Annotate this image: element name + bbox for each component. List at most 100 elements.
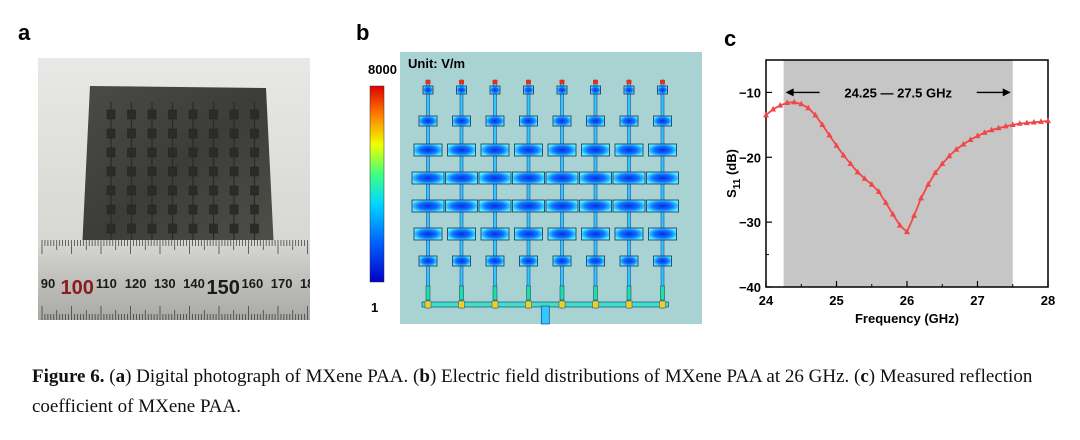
antenna-patch (229, 185, 239, 196)
antenna-patch (250, 204, 259, 215)
field-patch (653, 115, 672, 127)
feed-line (660, 285, 665, 301)
s11-point (974, 132, 981, 139)
antenna-patch (106, 166, 116, 177)
s11-point (995, 124, 1002, 131)
field-patch (512, 199, 545, 213)
antenna-patch (250, 147, 259, 158)
feed-line (559, 285, 565, 301)
hotspot (491, 300, 499, 309)
y-axis-label: S11 (dB) (724, 149, 743, 198)
hotspot (660, 80, 665, 84)
field-patch (418, 115, 438, 127)
s11-point (777, 102, 784, 108)
feed-line (627, 79, 631, 309)
simulation-domain (400, 52, 702, 324)
field-patch (514, 227, 543, 241)
y-tick-label: −20 (739, 150, 761, 165)
s11-point (798, 100, 805, 107)
field-patch (485, 115, 505, 127)
field-patch (413, 227, 443, 241)
antenna-patch (168, 166, 177, 177)
field-patch (556, 85, 568, 95)
antenna-patch (127, 185, 136, 196)
ruler-label: 180 (300, 276, 310, 291)
field-patch (612, 199, 646, 213)
s11-point (861, 175, 868, 181)
feed-line (459, 285, 464, 301)
field-patch (648, 227, 677, 241)
s11-point (812, 111, 819, 118)
ruler-label: 160 (242, 276, 264, 291)
field-patch (547, 227, 577, 241)
figure-caption: Figure 6. (a) Digital photograph of MXen… (32, 362, 1062, 422)
antenna-patch (250, 109, 259, 120)
hotspot (459, 80, 464, 84)
field-patch (646, 199, 679, 213)
x-tick-label: 24 (759, 293, 774, 308)
caption-ref-b: b (419, 366, 430, 387)
s11-point (868, 181, 875, 187)
s11-point (875, 188, 882, 194)
field-patch (619, 115, 639, 127)
field-patch (523, 85, 534, 95)
band-arrowhead-left (785, 88, 794, 97)
feed-line (492, 285, 498, 301)
field-patch (452, 255, 471, 267)
antenna-patch (147, 223, 157, 234)
antenna-patch (229, 166, 239, 177)
caption-text: ( (104, 366, 116, 387)
field-patch (422, 85, 434, 95)
feed-line (593, 285, 598, 301)
antenna-patch (147, 147, 157, 158)
feed-line (526, 79, 531, 309)
field-patch (452, 115, 471, 127)
feed-line (459, 79, 464, 309)
x-axis-label: Frequency (GHz) (855, 311, 959, 326)
figure-number: Figure 6. (32, 366, 105, 387)
feed-port (540, 305, 550, 325)
antenna-patch (127, 109, 136, 120)
s11-point (939, 160, 946, 166)
x-tick-label: 27 (970, 293, 984, 308)
hotspot (593, 80, 598, 84)
feed-line (425, 285, 431, 301)
hotspot (424, 300, 432, 309)
antenna-patch (127, 147, 136, 158)
y-tick-label: −10 (739, 85, 761, 100)
field-patch (619, 255, 639, 267)
ruler-label: 110 (96, 276, 117, 291)
antenna-patch (229, 223, 239, 234)
antenna-patch (209, 223, 218, 234)
antenna-patch (209, 185, 218, 196)
antenna-patch (229, 147, 239, 158)
s11-point (1030, 118, 1037, 125)
field-patch (653, 255, 672, 267)
antenna-patch (209, 128, 218, 139)
ruler-label: 150 (207, 277, 240, 299)
antenna-patch (188, 223, 198, 234)
s11-point (911, 212, 918, 218)
s11-point (932, 169, 939, 176)
field-patch (552, 115, 572, 127)
field-patch (489, 85, 501, 95)
antenna-patch (147, 128, 157, 139)
panel-label-a: a (18, 20, 31, 45)
colorbar-max: 8000 (368, 62, 397, 77)
field-patch (447, 143, 476, 157)
hotspot (659, 300, 666, 309)
s11-point (946, 152, 953, 159)
field-patch (657, 85, 668, 95)
field-patch (519, 255, 538, 267)
field-patch (586, 255, 605, 267)
field-patch (478, 199, 512, 213)
field-patch (614, 227, 644, 241)
s11-chart: 24 25 26 27 28 −10 −20 −30 −40 Frequency (GHz) S11… (724, 59, 1055, 326)
field-patch (547, 143, 577, 157)
antenna-patch (106, 185, 116, 196)
antenna-patch (188, 147, 198, 158)
antenna-patch (168, 109, 177, 120)
s11-point (960, 140, 967, 147)
hotspot (558, 300, 566, 309)
electric-field-map: 8000 1 Unit: V/m (368, 52, 702, 325)
